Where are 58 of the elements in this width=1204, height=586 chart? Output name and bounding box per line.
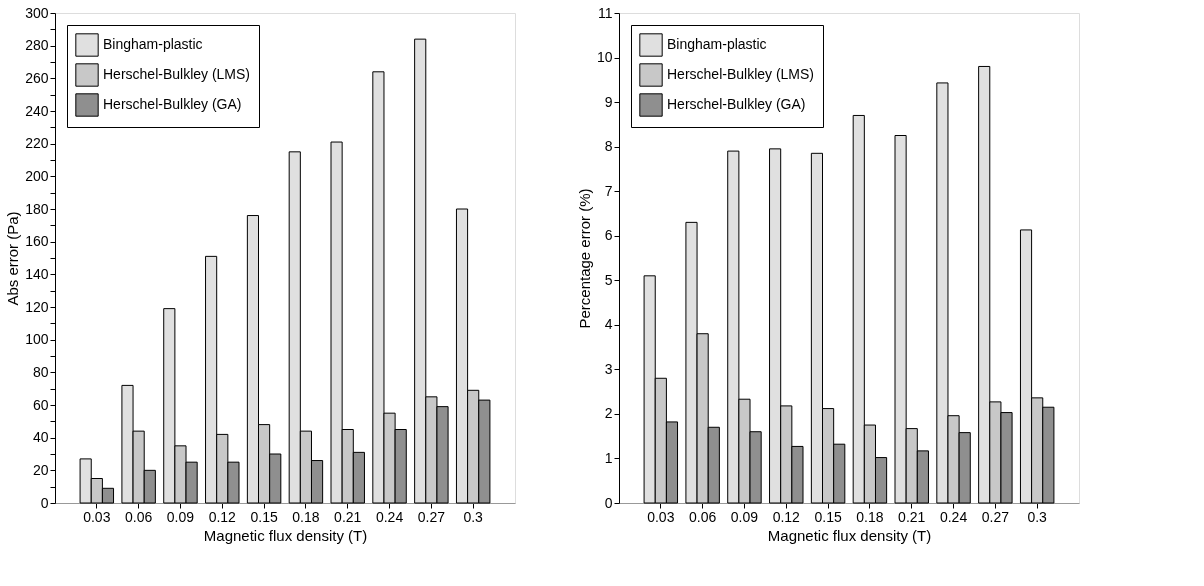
y-tick-label: 20 [32,461,49,478]
y-tick-label: 0 [40,494,49,511]
y-axis-title: Abs error (Pa) [4,211,22,306]
x-axis-title: Magnetic flux density (T) [203,526,368,544]
legend-label: Herschel-Bulkley (LMS) [667,66,815,82]
x-tick-label: 0.12 [208,508,237,525]
x-tick-label: 0.03 [83,508,111,525]
y-tick-label: 4 [604,316,613,333]
y-tick-label: 3 [604,360,613,377]
y-tick-label: 280 [25,37,49,54]
x-tick-label: 0.21 [898,508,926,525]
y-tick-label: 11 [597,4,613,21]
y-tick-label: 80 [32,363,49,380]
legend-label: Herschel-Bulkley (GA) [667,96,806,112]
y-tick-label: 1 [604,449,613,466]
y-tick-label: 7 [604,182,613,199]
x-tick-label: 0.3 [463,508,484,525]
x-tick-label: 0.27 [417,508,446,525]
y-tick-label: 9 [604,93,613,110]
y-tick-label: 8 [604,138,613,155]
y-tick-label: 300 [25,4,49,21]
x-tick-label: 0.18 [856,508,884,525]
y-tick-label: 0 [604,494,613,511]
y-tick-label: 260 [25,69,49,86]
y-tick-label: 140 [25,265,49,282]
x-tick-label: 0.15 [250,508,278,525]
legend-label: Herschel-Bulkley (LMS) [103,66,251,82]
x-tick-label: 0.27 [981,508,1010,525]
x-tick-label: 0.3 [1027,508,1048,525]
x-tick-label: 0.24 [939,508,968,525]
legend-label: Bingham-plastic [103,36,203,52]
x-tick-label: 0.06 [689,508,717,525]
x-tick-label: 0.09 [730,508,759,525]
y-axis-title: Percentage error (%) [575,188,593,329]
x-tick-label: 0.09 [166,508,195,525]
x-tick-label: 0.15 [814,508,842,525]
x-tick-label: 0.21 [334,508,362,525]
legend-label: Herschel-Bulkley (GA) [103,96,242,112]
y-tick-label: 60 [32,396,49,413]
y-tick-label: 10 [596,49,613,66]
x-tick-label: 0.24 [375,508,404,525]
y-tick-label: 220 [25,135,49,152]
y-tick-label: 40 [32,429,49,446]
y-tick-label: 240 [25,102,49,119]
y-tick-label: 100 [25,331,49,348]
y-tick-label: 2 [604,405,613,422]
y-tick-label: 200 [25,167,49,184]
x-tick-label: 0.12 [772,508,801,525]
x-tick-label: 0.03 [647,508,675,525]
y-tick-label: 180 [25,200,49,217]
x-tick-label: 0.18 [292,508,320,525]
y-tick-label: 160 [25,233,49,250]
x-tick-label: 0.06 [125,508,153,525]
legend-label: Bingham-plastic [667,36,767,52]
x-axis-title: Magnetic flux density (T) [767,526,932,544]
y-tick-label: 5 [604,271,613,288]
y-tick-label: 6 [604,227,613,244]
y-tick-label: 120 [25,298,49,315]
